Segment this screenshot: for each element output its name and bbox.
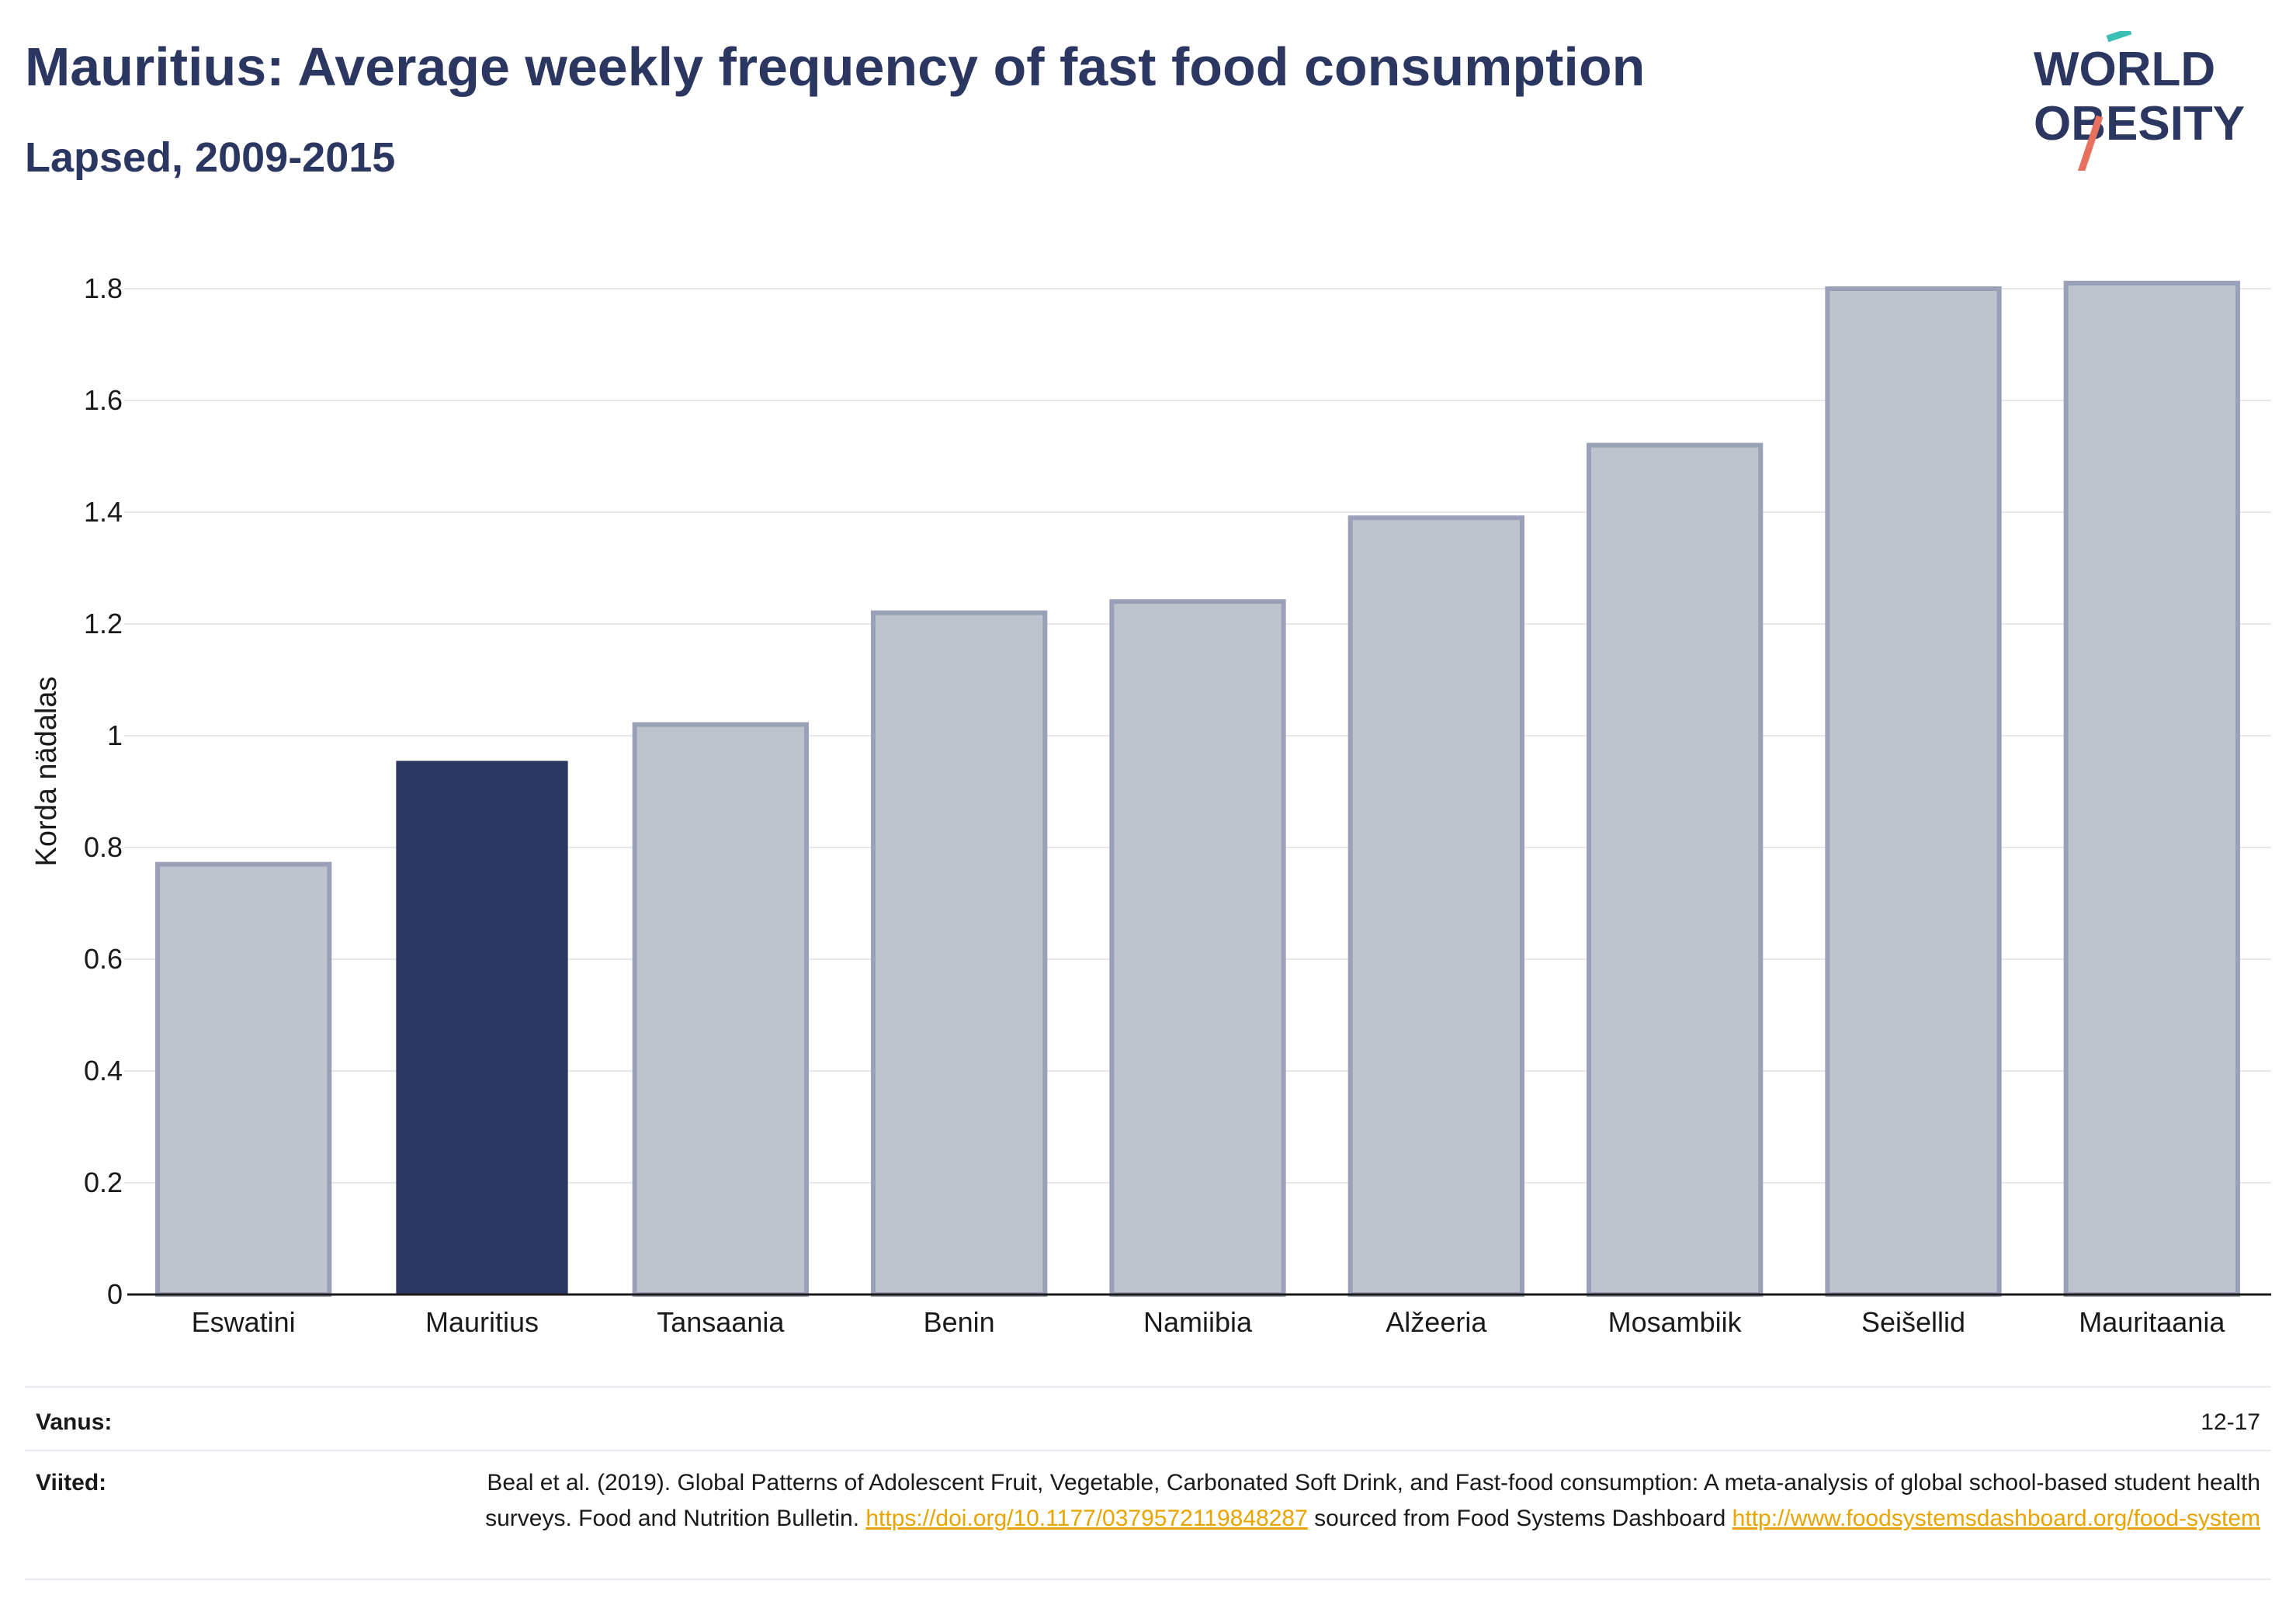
chart-subtitle: Lapsed, 2009-2015 bbox=[25, 134, 396, 181]
bar-seišellid[interactable] bbox=[1825, 286, 2002, 1297]
y-tick-label: 1.8 bbox=[84, 272, 123, 304]
bar-namiibia[interactable] bbox=[1109, 599, 1286, 1297]
footer-divider-middle bbox=[25, 1450, 2271, 1451]
bar-mauritius[interactable] bbox=[396, 761, 568, 1294]
bar-mauritaania[interactable] bbox=[2063, 280, 2240, 1297]
x-tick-label: Mosambiik bbox=[1608, 1306, 1743, 1338]
x-tick-label: Benin bbox=[924, 1306, 995, 1338]
x-tick-label: Namiibia bbox=[1143, 1306, 1253, 1338]
logo-coral-slash bbox=[2077, 115, 2104, 171]
y-tick-labels: 0 0.2 0.4 0.6 0.8 1 1.2 1.4 1.6 1.8 bbox=[84, 272, 123, 1310]
bar-tansaania[interactable] bbox=[632, 722, 809, 1297]
y-tick-label: 1.4 bbox=[84, 496, 123, 528]
y-tick-label: 0.2 bbox=[84, 1166, 123, 1198]
y-tick-label: 0.8 bbox=[84, 831, 123, 863]
x-tick-label: Tansaania bbox=[657, 1306, 785, 1338]
reference-text-1: Beal et al. (2019). Global Patterns of A… bbox=[485, 1470, 2260, 1531]
bar-alžeeria[interactable] bbox=[1347, 515, 1524, 1297]
x-tick-label: Mauritaania bbox=[2079, 1306, 2225, 1338]
reference-text-2: sourced from Food Systems Dashboard bbox=[1307, 1506, 1732, 1531]
logo-line2: OBESITY bbox=[2034, 97, 2245, 151]
y-tick-label: 1.6 bbox=[84, 384, 123, 416]
bar-eswatini[interactable] bbox=[155, 861, 332, 1297]
footer-divider-bottom bbox=[25, 1579, 2271, 1580]
age-value: 12-17 bbox=[2201, 1409, 2260, 1435]
y-tick-label: 1.2 bbox=[84, 608, 123, 639]
x-tick-label: Alžeeria bbox=[1386, 1306, 1487, 1338]
age-label: Vanus: bbox=[36, 1409, 113, 1435]
y-tick-label: 1 bbox=[107, 719, 123, 751]
y-axis-title: Korda nädalas bbox=[30, 676, 63, 866]
references-text: Beal et al. (2019). Global Patterns of A… bbox=[475, 1465, 2260, 1537]
bar-benin[interactable] bbox=[871, 610, 1048, 1297]
bar-mosambiik[interactable] bbox=[1587, 442, 1764, 1297]
y-tick-label: 0 bbox=[107, 1278, 123, 1310]
footer-divider-top bbox=[25, 1386, 2271, 1388]
y-tick-label: 0.4 bbox=[84, 1055, 123, 1087]
chart-title: Mauritius: Average weekly frequency of f… bbox=[25, 36, 1646, 97]
bar-chart: 0 0.2 0.4 0.6 0.8 1 1.2 1.4 1.6 1.8 Eswatini Mauri… bbox=[30, 272, 2271, 1338]
x-tick-label: Mauritius bbox=[425, 1306, 539, 1338]
world-obesity-logo: WORLD OBESITY bbox=[2034, 31, 2245, 171]
references-label: Viited: bbox=[36, 1470, 107, 1495]
reference-dashboard-link[interactable]: http://www.foodsystemsdashboard.org/food… bbox=[1732, 1506, 2260, 1531]
x-tick-label: Seišellid bbox=[1861, 1306, 1965, 1338]
bars bbox=[155, 280, 2240, 1297]
x-tick-label: Eswatini bbox=[192, 1306, 296, 1338]
logo-teal-slash bbox=[2106, 31, 2132, 43]
y-tick-label: 0.6 bbox=[84, 943, 123, 975]
x-tick-labels: Eswatini Mauritius Tansaania Benin Namiibia A… bbox=[192, 1306, 2226, 1338]
reference-doi-link[interactable]: https://doi.org/10.1177/0379572119848287 bbox=[865, 1506, 1308, 1531]
logo-line1: WORLD bbox=[2034, 43, 2215, 96]
